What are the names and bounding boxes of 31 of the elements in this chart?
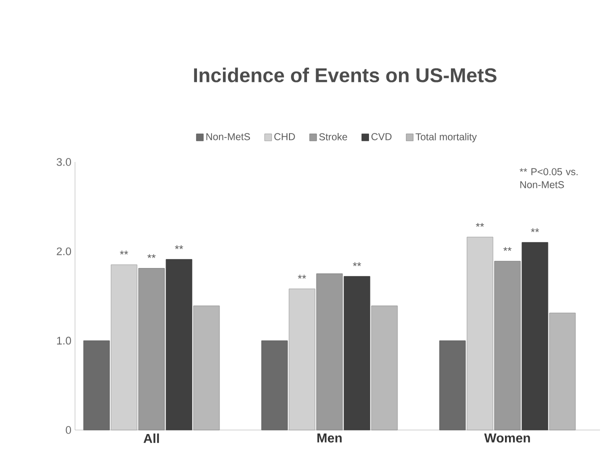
data-label: ** [530, 228, 540, 232]
y-tick-label: 1.0 [57, 336, 72, 345]
data-label: ** [352, 262, 362, 266]
bar [344, 276, 370, 430]
legend-label: CVD [371, 133, 392, 140]
annotation: ** P<0.05 vs. Non-MetS [520, 168, 578, 188]
data-label: ** [503, 247, 512, 251]
data-label: ** [174, 245, 184, 250]
legend-label: CHD [274, 133, 295, 140]
bar [439, 340, 466, 430]
data-label: ** [476, 222, 484, 227]
bar [371, 306, 398, 430]
y-tick-label: 3.0 [56, 158, 72, 166]
data-label: ** [120, 250, 128, 254]
bar [83, 340, 110, 430]
data-label: ** [298, 274, 306, 279]
legend-label: Stroke [319, 133, 348, 140]
bar [166, 259, 192, 430]
legend-label: Non-MetS [206, 133, 250, 140]
data-label: ** [147, 254, 156, 258]
bar [549, 312, 576, 430]
y-tick-label: 0 [66, 426, 72, 434]
chart-title: Incidence of Events on US-MetS [194, 68, 496, 82]
x-tick-label: Men [317, 434, 342, 443]
bar [261, 340, 288, 430]
bar [522, 242, 548, 430]
y-tick-label: 2.0 [56, 247, 72, 256]
bar [193, 306, 220, 430]
legend-label: Total mortality [416, 133, 477, 142]
x-tick-label: All [144, 434, 159, 443]
x-tick-label: Women [484, 434, 530, 443]
